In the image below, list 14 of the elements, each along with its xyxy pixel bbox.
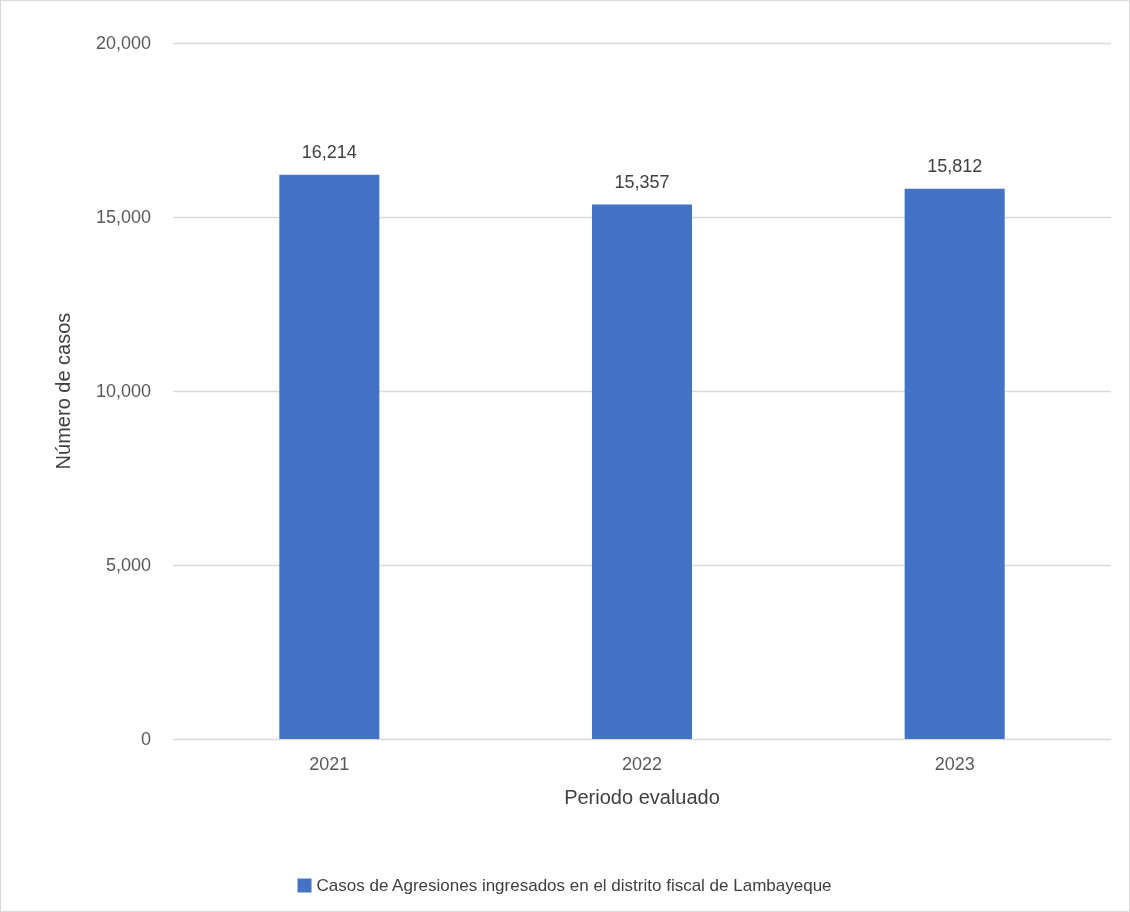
data-label: 16,214 <box>301 141 357 162</box>
y-axis-title: Número de casos <box>52 312 74 470</box>
y-tick-label: 15,000 <box>95 207 151 227</box>
y-tick-label: 20,000 <box>95 33 151 53</box>
y-tick-label: 10,000 <box>95 381 151 401</box>
x-tick-label: 2021 <box>309 754 350 774</box>
data-label: 15,812 <box>927 155 983 176</box>
x-tick-label: 2022 <box>621 754 663 774</box>
x-tick-label: 2023 <box>934 754 975 774</box>
y-tick-label: 5,000 <box>105 555 151 575</box>
x-axis-title: Periodo evaluado <box>564 786 720 808</box>
legend-label: Casos de Agresiones ingresados en el distrito fiscal de Lambayeque <box>316 876 832 895</box>
data-label: 15,357 <box>614 171 670 192</box>
y-tick-label: 0 <box>140 729 151 749</box>
